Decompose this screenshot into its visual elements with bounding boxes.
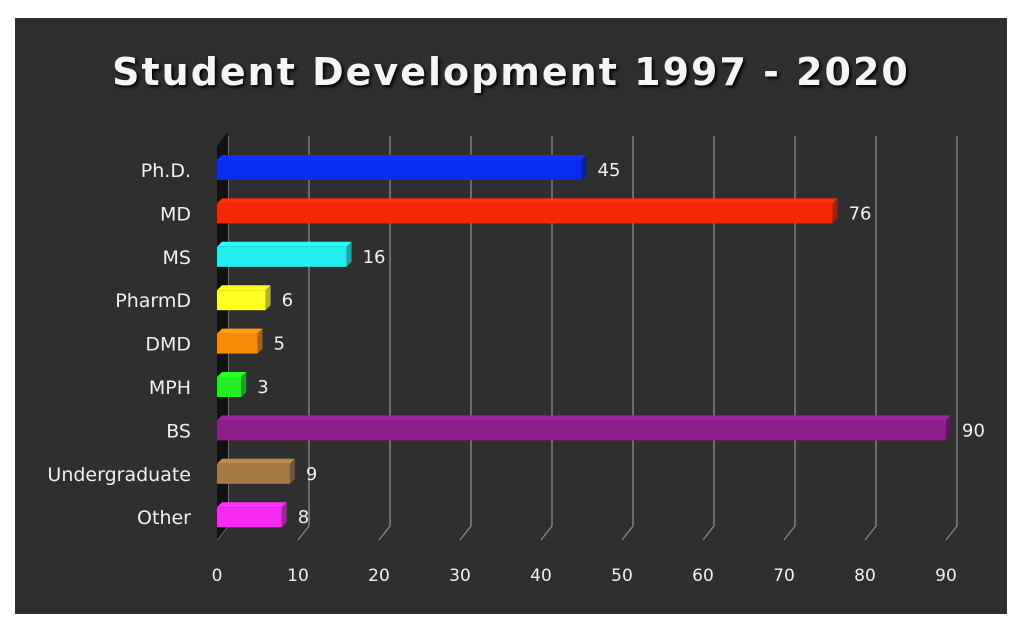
bar-end [281, 502, 287, 528]
bar-top [217, 415, 951, 421]
data-label: 5 [274, 334, 285, 355]
bar-top [217, 198, 838, 204]
x-tick-label: 80 [854, 566, 876, 586]
gridline-floor [459, 525, 472, 541]
bar-end [946, 415, 951, 441]
bar-end [241, 372, 247, 397]
bar-top [217, 328, 263, 334]
bar-end [265, 285, 271, 311]
category-label: Ph.D. [141, 160, 191, 182]
category-label: MD [160, 203, 191, 225]
x-tick-label: 70 [773, 566, 795, 586]
bar-end [346, 241, 352, 267]
bar-top [217, 372, 247, 377]
bar [217, 160, 582, 180]
x-tick-label: 10 [287, 566, 309, 586]
category-label: Undergraduate [47, 464, 191, 486]
bar [217, 246, 347, 267]
data-label: 6 [282, 290, 293, 311]
bar [217, 507, 282, 528]
category-label: Other [137, 507, 191, 529]
gridline-floor [702, 525, 715, 541]
gridline-floor [540, 525, 553, 541]
bar-top [217, 458, 295, 464]
x-tick-label: 40 [530, 566, 552, 586]
bar [217, 420, 946, 441]
gridline-floor [864, 525, 877, 541]
bar-top [217, 155, 587, 160]
data-label: 76 [849, 203, 872, 224]
data-label: 3 [257, 377, 268, 398]
chart-title: Student Development 1997 - 2020 [112, 50, 910, 94]
x-tick-label: 20 [368, 566, 390, 586]
gridline-floor [621, 525, 634, 541]
gridline-floor [378, 525, 391, 541]
bar-end [257, 328, 263, 354]
data-label: 90 [962, 420, 985, 441]
bar [217, 203, 833, 224]
bar [217, 290, 266, 311]
data-label: 45 [598, 160, 621, 181]
bar-end [581, 155, 587, 180]
x-tick-label: 30 [449, 566, 471, 586]
bar-chart: 0 10 20 30 40 50 60 70 80 90 Ph.D. 45 MD 76 MS 16 PharmD… [47, 132, 985, 586]
category-label: MS [163, 247, 191, 269]
chart-frame: Student Development 1997 - 2020 0 10 20 30 4… [15, 18, 1007, 614]
gridline-floor [297, 525, 310, 541]
category-label: MPH [149, 377, 191, 399]
category-label: PharmD [115, 290, 191, 312]
data-label: 9 [306, 464, 317, 485]
category-label: BS [166, 420, 191, 442]
x-tick-label: 0 [212, 566, 223, 586]
data-label: 8 [298, 507, 309, 528]
bar-end [289, 458, 295, 484]
bar-top [217, 502, 287, 508]
bar-top [217, 241, 352, 247]
bar [217, 333, 258, 354]
x-tick-label: 50 [611, 566, 633, 586]
data-label: 16 [363, 247, 386, 268]
category-label: DMD [145, 334, 191, 356]
x-tick-label: 90 [935, 566, 957, 586]
bar-top [217, 285, 271, 291]
bar [217, 463, 290, 484]
bar [217, 377, 242, 397]
bar-end [832, 198, 838, 224]
x-tick-label: 60 [692, 566, 714, 586]
gridline-floor [783, 525, 796, 541]
gridline-floor [945, 525, 958, 541]
